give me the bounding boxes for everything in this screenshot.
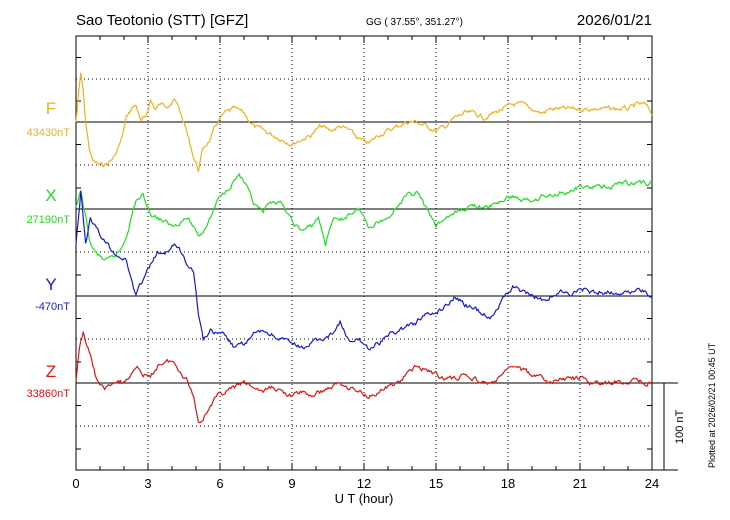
x-tick-label: 6 (216, 476, 223, 491)
x-tick-label: 3 (144, 476, 151, 491)
channel-name-x: X (45, 186, 56, 205)
scale-bar: 100 nT (652, 382, 686, 471)
channel-labels: F 43430nT X 27190nT Y -470nT Z 33860nT (27, 99, 71, 400)
x-tick-label: 0 (72, 476, 79, 491)
trace-x (75, 172, 653, 261)
axis-ticks (75, 36, 653, 470)
coordinates-label: GG ( 37.55°, 351.27°) (366, 17, 463, 28)
traces (75, 72, 653, 424)
grid-lines (76, 36, 652, 470)
x-tick-label: 15 (429, 476, 443, 491)
trace-z (75, 329, 653, 424)
x-tick-labels: 0 3 6 9 12 15 18 21 24 (72, 476, 659, 491)
channel-baseline-f: 43430nT (27, 127, 71, 139)
channel-name-f: F (46, 99, 56, 118)
x-tick-label: 24 (645, 476, 659, 491)
scale-bar-label: 100 nT (674, 409, 686, 444)
x-tick-label: 12 (357, 476, 371, 491)
trace-y (75, 190, 653, 351)
channel-name-y: Y (45, 275, 56, 294)
channel-baseline-z: 33860nT (27, 388, 71, 400)
trace-f (75, 72, 653, 172)
x-tick-label: 21 (573, 476, 587, 491)
station-title: Sao Teotonio (STT) [GFZ] (76, 12, 248, 29)
channel-baseline-x: 27190nT (27, 214, 71, 226)
plotted-at-note: Plotted at 2026/02/21 00:45 UT (707, 342, 717, 468)
channel-name-z: Z (46, 362, 56, 381)
channel-baseline-y: -470nT (35, 301, 70, 313)
date-label: 2026/01/21 (577, 12, 652, 29)
x-tick-label: 18 (501, 476, 515, 491)
x-axis-label: U T (hour) (335, 491, 394, 506)
x-tick-label: 9 (288, 476, 295, 491)
